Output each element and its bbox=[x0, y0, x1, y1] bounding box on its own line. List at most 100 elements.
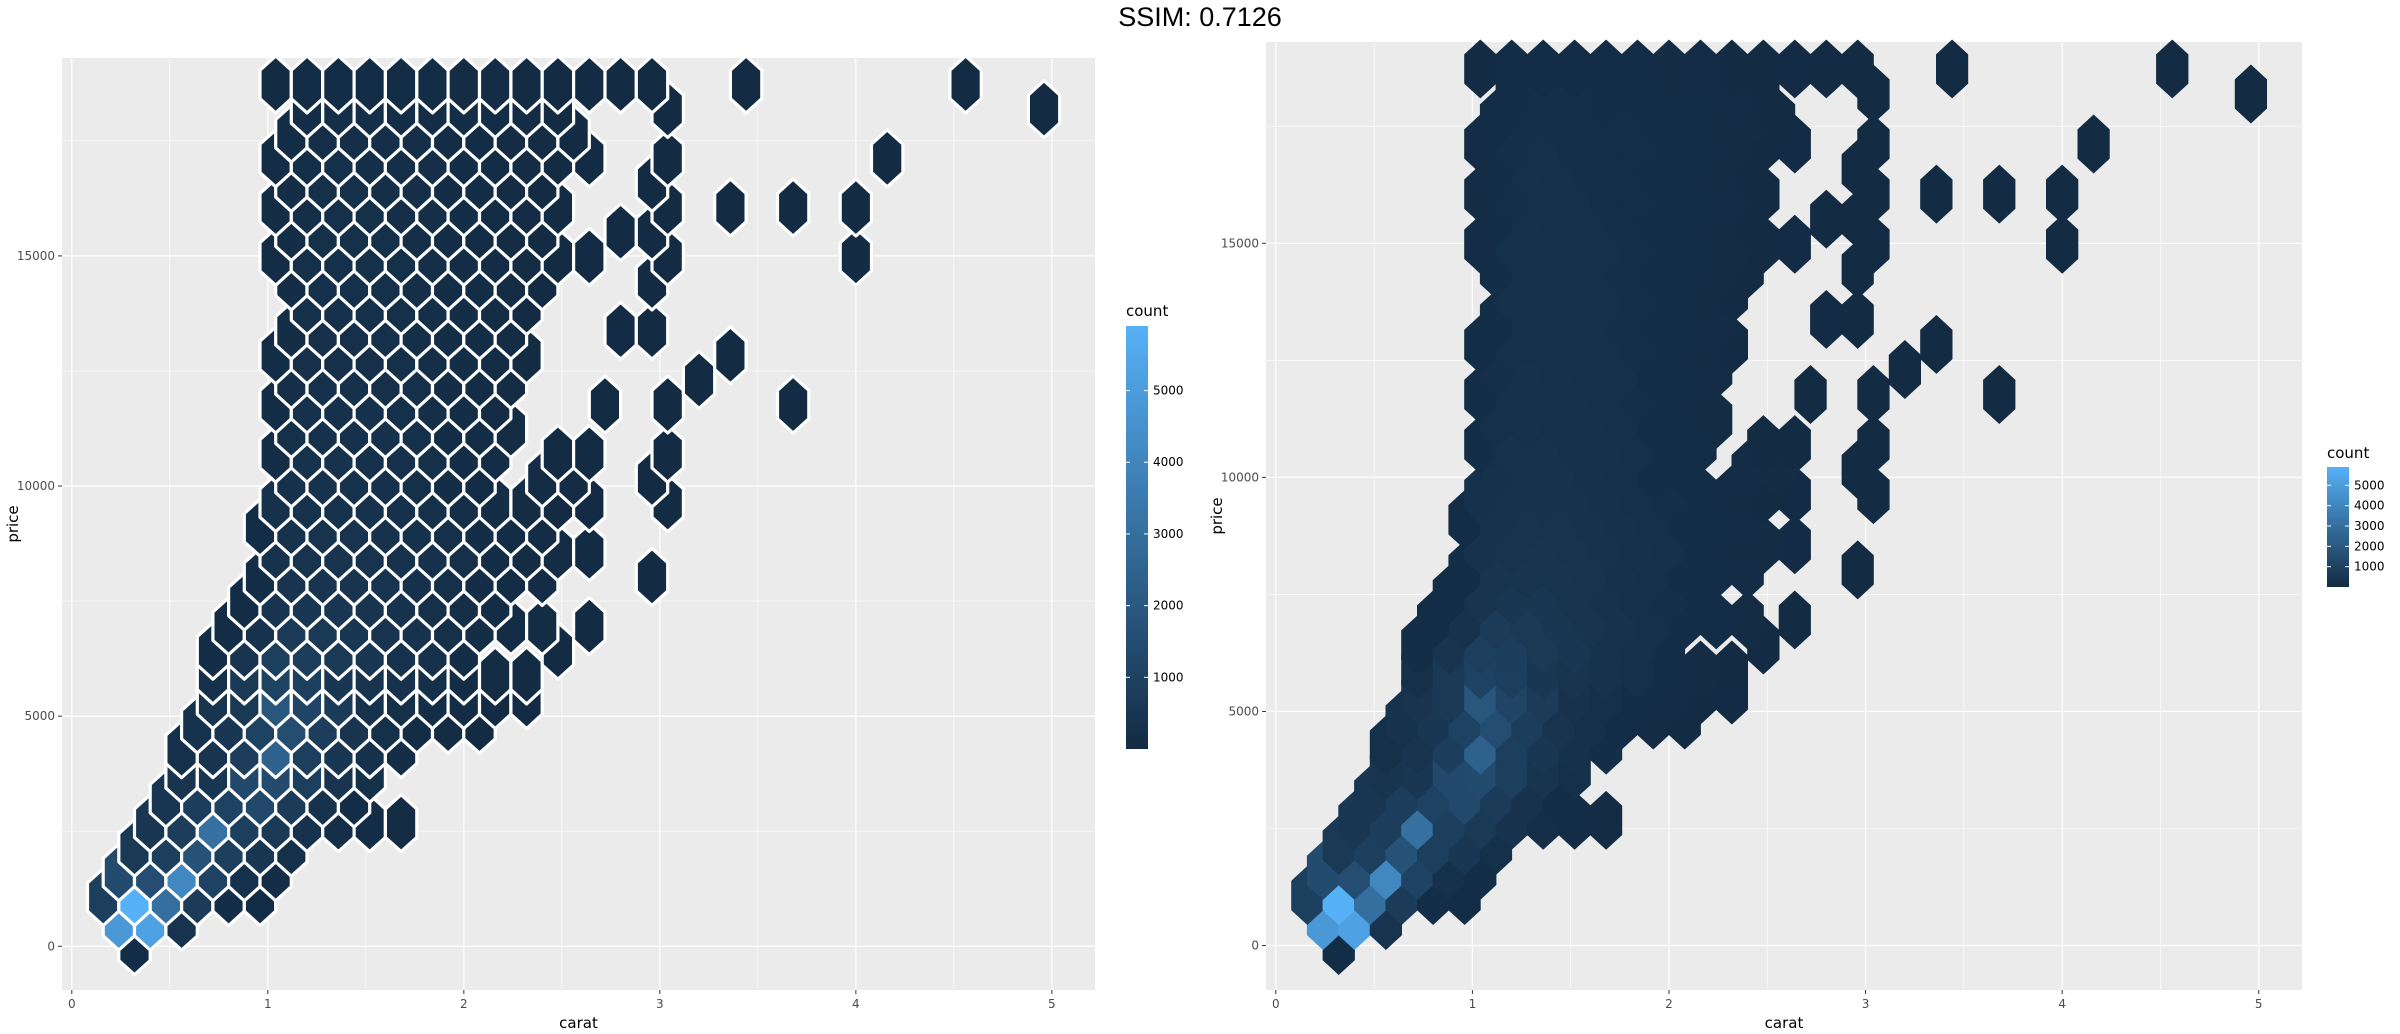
figure-title: SSIM: 0.7126 bbox=[1118, 2, 1282, 32]
legend-colorbar bbox=[2327, 467, 2349, 587]
hex-bin bbox=[2046, 214, 2079, 274]
legend-tick-label: 3000 bbox=[2354, 519, 2385, 533]
x-axis-label: carat bbox=[559, 1014, 598, 1032]
hex-bin bbox=[352, 54, 387, 115]
chart-panel-2: 0 1 2 3 4 5 0 5000 10000 15000 carat price count 1000… bbox=[1208, 39, 2385, 1032]
x-tick-label: 3 bbox=[1862, 997, 1870, 1011]
hex-bin bbox=[415, 54, 450, 115]
hex-bin bbox=[446, 54, 482, 115]
x-tick-label: 1 bbox=[1469, 997, 1477, 1011]
hex-bin bbox=[1841, 540, 1874, 600]
hex-bin bbox=[1731, 590, 1764, 650]
hex-bin bbox=[728, 54, 764, 115]
hex-bin bbox=[1794, 365, 1827, 424]
x-tick-label: 5 bbox=[2255, 997, 2263, 1011]
hex-bin bbox=[634, 54, 670, 115]
legend-title: count bbox=[2327, 444, 2369, 462]
hex-bin bbox=[775, 374, 811, 435]
hex-bin bbox=[948, 54, 983, 115]
x-tick-label: 2 bbox=[1665, 997, 1673, 1011]
legend-title: count bbox=[1126, 302, 1168, 320]
hex-bin bbox=[650, 423, 686, 484]
hex-bin bbox=[571, 423, 607, 484]
x-tick-label: 0 bbox=[1272, 997, 1280, 1011]
hex-bin bbox=[587, 374, 623, 435]
hex-bin bbox=[509, 54, 544, 115]
hex-bin bbox=[258, 54, 293, 115]
hex-bin bbox=[540, 54, 576, 115]
hex-bin bbox=[524, 596, 560, 657]
hex-bin bbox=[383, 793, 419, 854]
hex-bin bbox=[713, 177, 748, 238]
hex-bin bbox=[1778, 415, 1811, 475]
y-tick-label: 15000 bbox=[1221, 236, 1259, 250]
y-tick-label: 5000 bbox=[24, 709, 55, 723]
hex-bin bbox=[540, 423, 576, 484]
hex-bin bbox=[838, 177, 874, 238]
hex-bin bbox=[1920, 164, 1953, 224]
x-tick-label: 2 bbox=[460, 997, 468, 1011]
x-tick-label: 0 bbox=[68, 997, 76, 1011]
hex-bin bbox=[650, 374, 686, 435]
hex-bin bbox=[1590, 790, 1623, 850]
hex-bin bbox=[681, 349, 717, 410]
y-tick-label: 0 bbox=[47, 939, 55, 953]
hex-bin bbox=[571, 522, 607, 583]
hex-bin bbox=[1841, 289, 1874, 349]
hex-bin bbox=[634, 300, 670, 361]
hex-bin bbox=[2046, 164, 2079, 224]
legend: count 1000 2000 3000 4000 5000 bbox=[2327, 444, 2385, 587]
hex-bin bbox=[869, 128, 905, 189]
chart-panel-1: 0 1 2 3 4 5 0 5000 10000 15000 carat price count 1000… bbox=[4, 54, 1184, 1032]
legend-tick-label: 4000 bbox=[2354, 499, 2385, 513]
hex-bin bbox=[1026, 79, 1062, 140]
hex-bin bbox=[2234, 64, 2268, 124]
y-axis-label: price bbox=[4, 505, 22, 542]
legend-tick-label: 2000 bbox=[2354, 539, 2385, 553]
legend: count 1000 2000 3000 4000 5000 bbox=[1126, 302, 1184, 749]
hex-bin bbox=[571, 596, 607, 657]
x-tick-label: 1 bbox=[264, 997, 272, 1011]
y-axis-label: price bbox=[1208, 497, 1226, 534]
hex-bin bbox=[775, 177, 811, 238]
y-tick-label: 10000 bbox=[17, 479, 55, 493]
hex-bin bbox=[1778, 590, 1811, 650]
y-tick-label: 5000 bbox=[1228, 704, 1259, 718]
legend-tick-label: 5000 bbox=[1153, 384, 1184, 398]
y-tick-label: 0 bbox=[1251, 939, 1259, 953]
x-tick-label: 4 bbox=[2058, 997, 2066, 1011]
hex-bin bbox=[603, 300, 638, 361]
hex-bin bbox=[571, 226, 607, 287]
hex-bin bbox=[2077, 114, 2110, 174]
hexbin-layer bbox=[1291, 39, 2268, 975]
hex-bin bbox=[1936, 39, 1969, 99]
hex-bin bbox=[2156, 39, 2189, 99]
legend-tick-label: 4000 bbox=[1153, 455, 1184, 469]
hex-bin bbox=[321, 54, 356, 115]
x-tick-label: 5 bbox=[1048, 997, 1056, 1011]
hex-bin bbox=[571, 54, 607, 115]
legend-tick-label: 2000 bbox=[1153, 599, 1184, 613]
hex-bin bbox=[1920, 314, 1953, 374]
legend-tick-label: 5000 bbox=[2354, 478, 2385, 492]
x-tick-label: 4 bbox=[852, 997, 860, 1011]
y-tick-label: 15000 bbox=[17, 249, 55, 263]
hex-bin bbox=[1857, 114, 1890, 174]
hex-bin bbox=[1983, 164, 2016, 224]
hex-bin bbox=[477, 645, 513, 706]
hex-bin bbox=[1983, 365, 2016, 424]
hex-bin bbox=[1841, 39, 1874, 99]
hexbin-layer bbox=[85, 54, 1062, 977]
hex-bin bbox=[1857, 415, 1890, 475]
hex-bin bbox=[634, 546, 670, 608]
hex-bin bbox=[289, 54, 325, 115]
legend-tick-label: 1000 bbox=[2354, 560, 2385, 574]
hex-bin bbox=[650, 128, 686, 189]
hex-bin bbox=[509, 645, 544, 706]
hex-bin bbox=[477, 54, 513, 115]
legend-colorbar bbox=[1126, 326, 1148, 749]
x-tick-label: 3 bbox=[656, 997, 664, 1011]
hex-bin bbox=[603, 202, 638, 263]
hex-bin bbox=[1778, 515, 1811, 575]
